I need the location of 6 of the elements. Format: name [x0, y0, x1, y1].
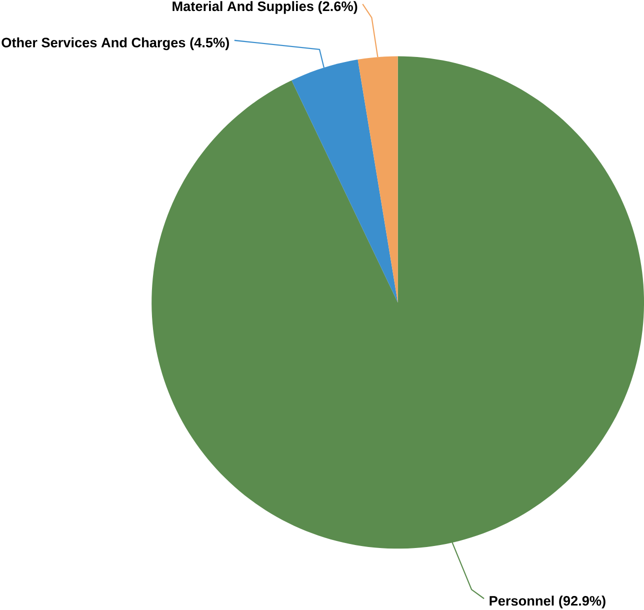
data-label: (92.9%) — [559, 596, 606, 609]
slice-label: Personnel — [490, 596, 554, 606]
data-label: (2.6%) — [318, 1, 358, 14]
slice-label: Material And Supplies — [172, 1, 314, 14]
slice-label: Other Services And Charges — [2, 38, 186, 50]
data-label: (4.5%) — [190, 38, 229, 50]
